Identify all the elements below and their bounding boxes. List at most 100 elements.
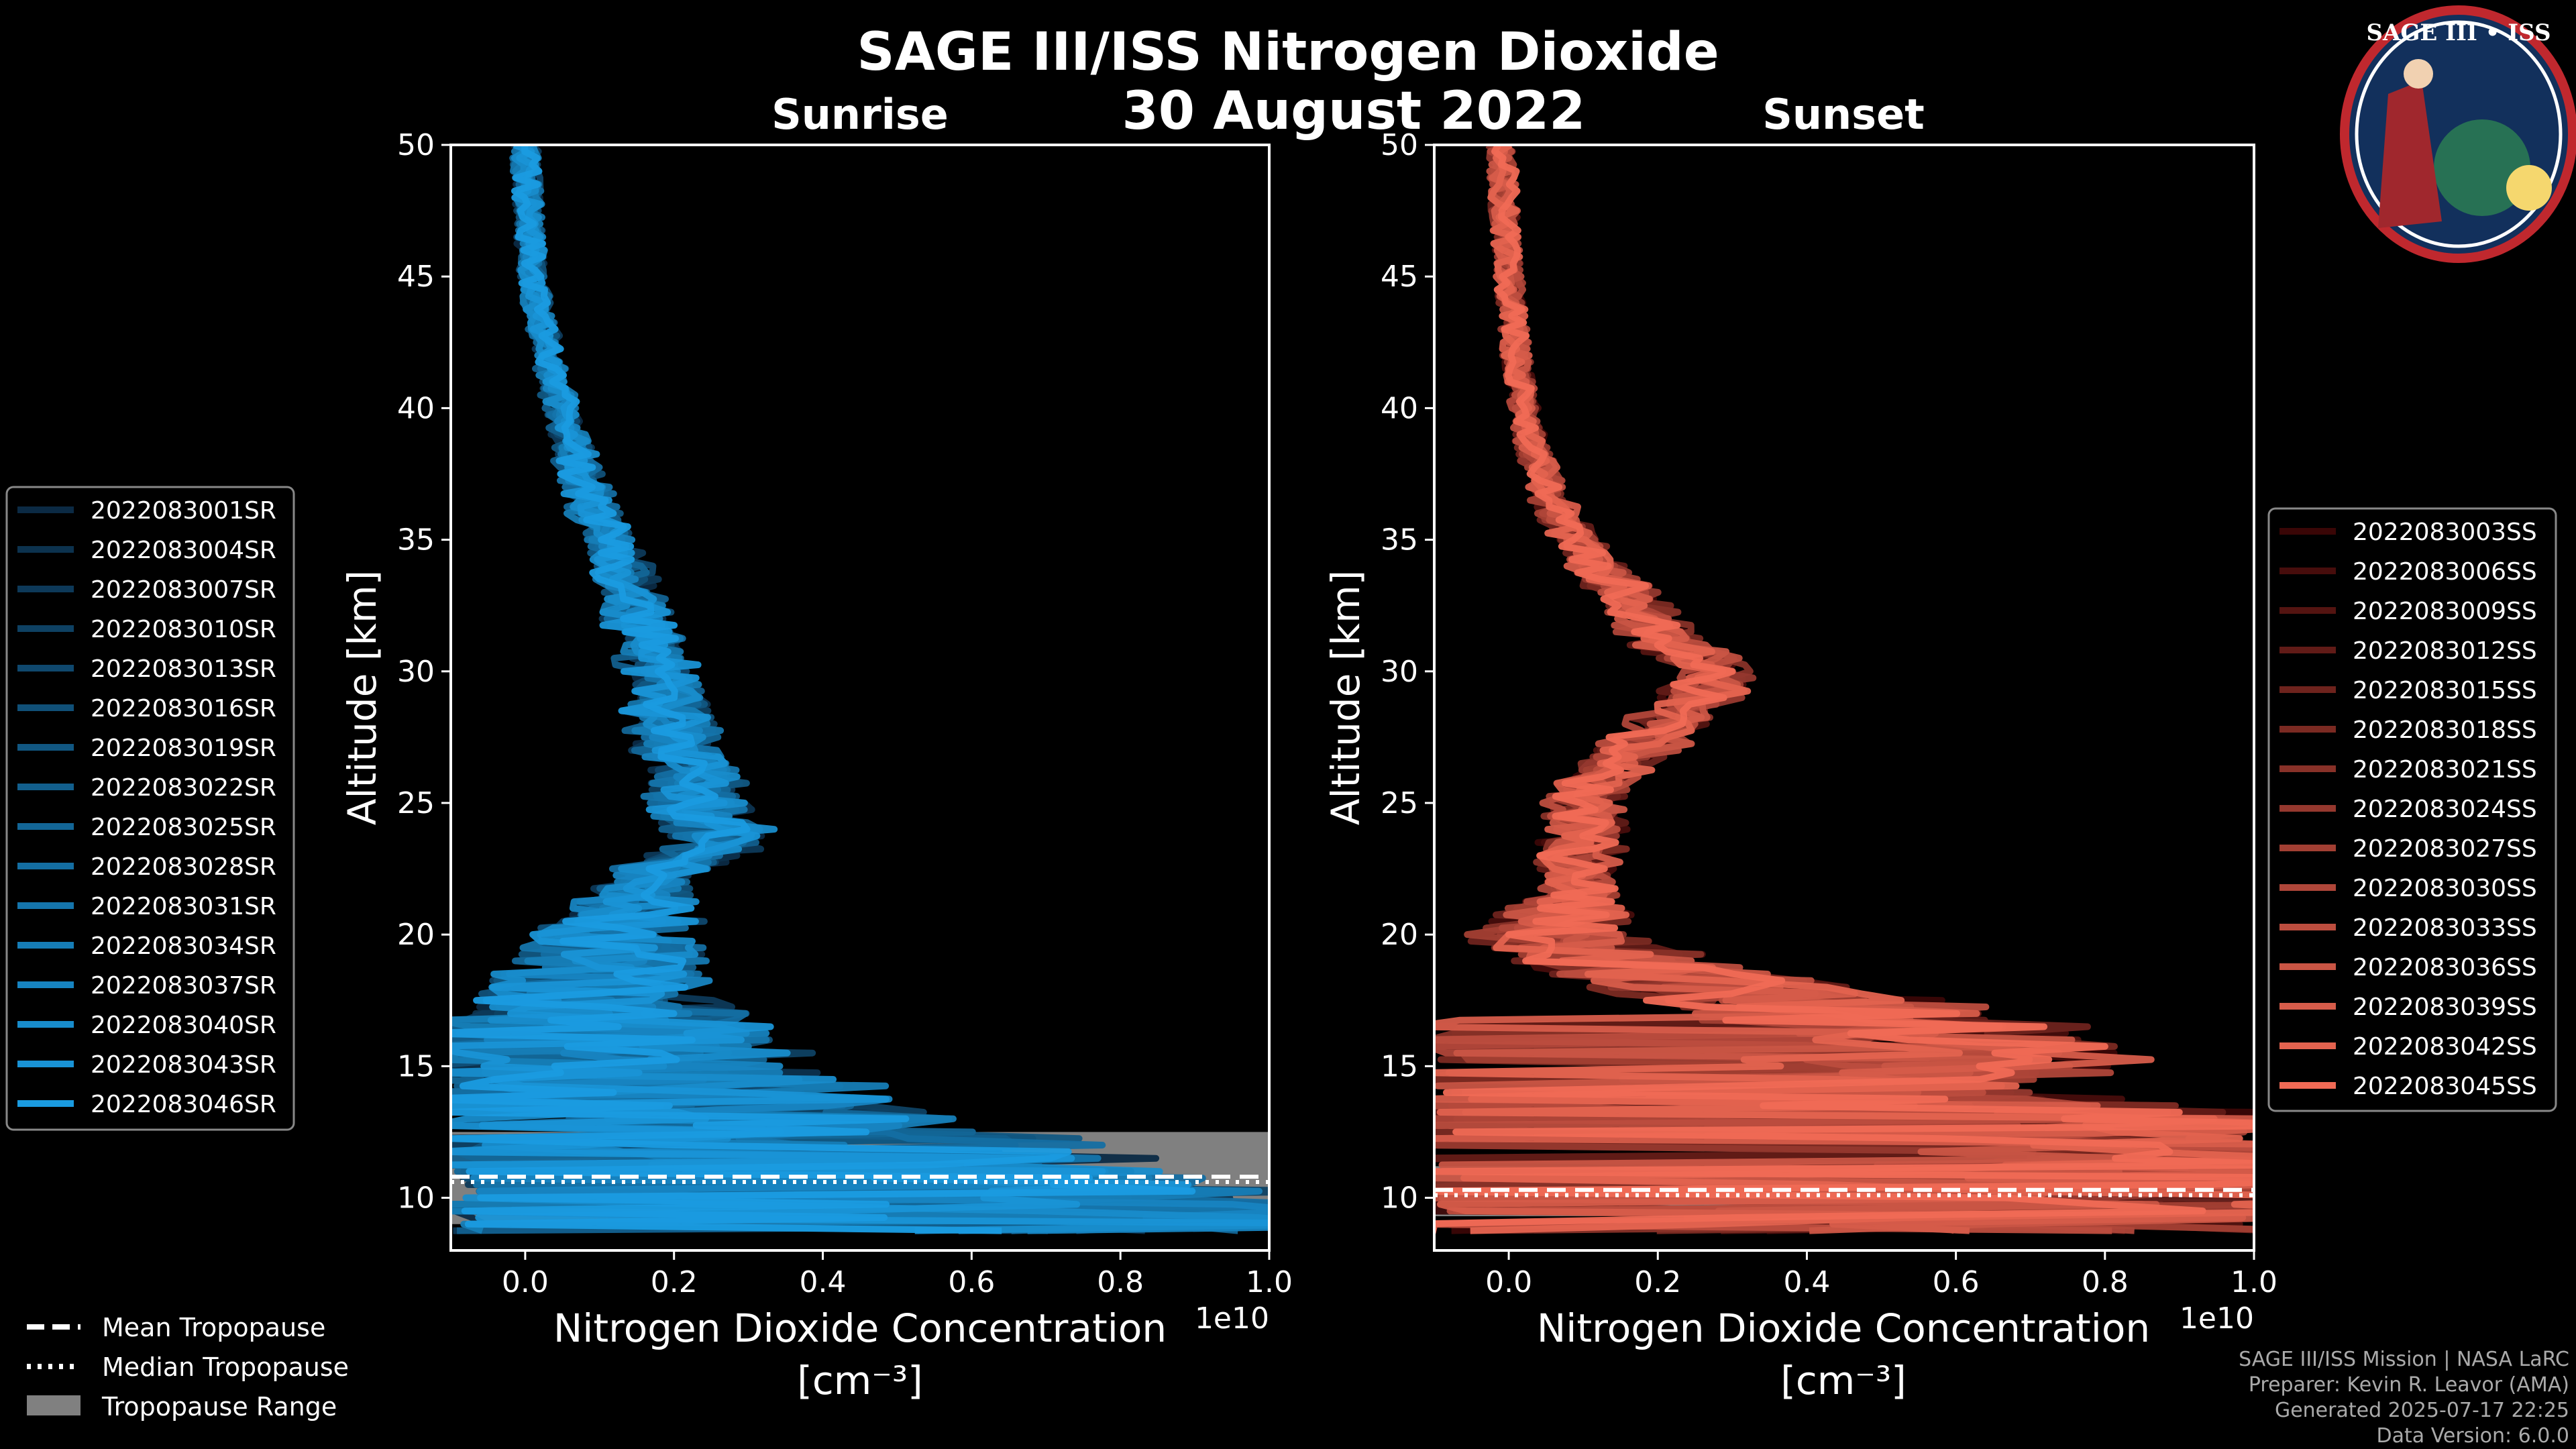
footer-line-2: Preparer: Kevin R. Leavor (AMA) [2249, 1373, 2569, 1397]
sunset-xtick-label: 0.0 [1485, 1265, 1532, 1299]
sunset-xlabel-units: [cm⁻³] [1780, 1358, 1907, 1403]
sunrise-profile-2022083046SR [451, 145, 1196, 1234]
sunrise-legend-label: 2022083040SR [91, 1012, 276, 1039]
sunset-xtick-label: 0.8 [2082, 1265, 2129, 1299]
sunset-ylabel: Altitude [km] [1323, 570, 1368, 825]
footer-line-4: Data Version: 6.0.0 [2377, 1424, 2569, 1448]
sunrise-ytick-label: 35 [397, 523, 435, 557]
sunset-xtick-label: 1.0 [2231, 1265, 2277, 1299]
sunrise-ylabel: Altitude [km] [339, 570, 385, 825]
sunset-ytick-label: 35 [1381, 523, 1418, 557]
sunset-axes: 0.0 0.2 0.4 0.6 0.8 1.0 10 15 20 25 30 35 40 45 50 [1381, 128, 2277, 1299]
sunset-legend-label: 2022083036SS [2353, 954, 2537, 981]
sunset-title: Sunset [1762, 90, 1925, 139]
sunrise-legend-label: 2022083004SR [91, 537, 276, 564]
sunset-legend-label: 2022083021SS [2353, 756, 2537, 784]
sunrise-legend-label: 2022083022SR [91, 774, 276, 802]
sunset-legend-label: 2022083006SS [2353, 558, 2537, 586]
sunrise-legend: 2022083001SR 2022083004SR 2022083007SR 2022… [5, 486, 295, 1131]
sunrise-ytick-label: 10 [397, 1181, 435, 1216]
tropopause-range-label: Tropopause Range [101, 1392, 337, 1421]
footer-line-1: SAGE III/ISS Mission | NASA LaRC [2239, 1348, 2569, 1371]
sunrise-legend-label: 2022083028SR [91, 853, 276, 881]
sunset-ytick-label: 30 [1381, 655, 1418, 689]
sunrise-legend-label: 2022083013SR [91, 655, 276, 683]
footer: SAGE III/ISS Mission | NASA LaRC Prepare… [2239, 1348, 2569, 1448]
sunrise-xlabel: Nitrogen Dioxide Concentration [553, 1305, 1167, 1351]
sunset-ytick-label: 40 [1381, 391, 1418, 425]
mission-patch-icon: SAGE III • ISS [2340, 5, 2576, 263]
sunrise-xtick-label: 0.0 [502, 1265, 549, 1299]
footer-line-3: Generated 2025-07-17 22:25 [2275, 1399, 2569, 1422]
sunrise-legend-label: 2022083016SR [91, 695, 276, 722]
median-tropopause-label: Median Tropopause [102, 1352, 349, 1382]
sunset-ytick-label: 50 [1381, 128, 1418, 162]
sunset-legend-label: 2022083003SS [2353, 519, 2537, 546]
sunset-xtick-label: 0.6 [1933, 1265, 1980, 1299]
sunrise-profile-2022083043SR [451, 145, 1269, 1226]
sunrise-panel: Sunrise 0.0 0.2 0.4 0.6 0.8 1.0 10 15 20 25 30 35 40… [339, 90, 1293, 1403]
sunrise-legend-label: 2022083010SR [91, 616, 276, 643]
figure-subtitle: 30 August 2022 [1122, 81, 1586, 142]
sunset-legend-label: 2022083042SS [2353, 1033, 2537, 1061]
sunrise-xlabel-units: [cm⁻³] [797, 1358, 923, 1403]
sunrise-legend-label: 2022083043SR [91, 1051, 276, 1079]
sunset-xlabel: Nitrogen Dioxide Concentration [1537, 1305, 2150, 1351]
logo-text: SAGE III • ISS [2366, 19, 2551, 46]
sunrise-legend-label: 2022083025SR [91, 814, 276, 841]
sunset-ytick-label: 10 [1381, 1181, 1418, 1216]
sunrise-xtick-label: 0.2 [651, 1265, 698, 1299]
mean-tropopause-label: Mean Tropopause [102, 1313, 325, 1342]
sunrise-legend-label: 2022083019SR [91, 735, 276, 762]
sunrise-legend-box [5, 486, 295, 1131]
sunrise-xtick-label: 0.4 [800, 1265, 847, 1299]
sunset-legend-label: 2022083033SS [2353, 914, 2537, 942]
sunrise-legend-label: 2022083034SR [91, 932, 276, 960]
sunrise-ytick-label: 20 [397, 918, 435, 952]
sunset-legend-label: 2022083012SS [2353, 637, 2537, 665]
sunset-ytick-label: 25 [1381, 786, 1418, 820]
sunrise-legend-label: 2022083046SR [91, 1091, 276, 1118]
sunset-ytick-label: 45 [1381, 260, 1418, 294]
sunset-legend-label: 2022083027SS [2353, 835, 2537, 863]
sunrise-plot-area [451, 145, 1269, 1234]
sunrise-legend-label: 2022083007SR [91, 576, 276, 604]
tropopause-range-swatch [27, 1395, 80, 1415]
sunset-x-offset: 1e10 [2180, 1301, 2254, 1336]
sunset-legend-box [2267, 507, 2557, 1112]
sunset-ytick-label: 20 [1381, 918, 1418, 952]
sunrise-xtick-label: 0.8 [1097, 1265, 1144, 1299]
sunset-panel: Sunset 0.0 0.2 0.4 0.6 0.8 1.0 10 15 20 25 30 35 40 4… [1323, 90, 2277, 1403]
sunset-ytick-label: 15 [1381, 1049, 1418, 1083]
sunrise-xtick-label: 0.6 [948, 1265, 995, 1299]
sunset-legend-label: 2022083024SS [2353, 796, 2537, 823]
sunrise-legend-label: 2022083031SR [91, 893, 276, 920]
sunset-legend-label: 2022083039SS [2353, 994, 2537, 1021]
sunset-legend-label: 2022083045SS [2353, 1073, 2537, 1100]
sunrise-ytick-label: 15 [397, 1049, 435, 1083]
sunrise-ytick-label: 50 [397, 128, 435, 162]
tropopause-legend: Mean Tropopause Median Tropopause Tropop… [27, 1313, 349, 1421]
sunset-legend-label: 2022083015SS [2353, 677, 2537, 704]
sunset-profile-2022083045SS [1434, 145, 2254, 1234]
figure-title: SAGE III/ISS Nitrogen Dioxide [857, 22, 1719, 83]
sunset-legend-label: 2022083009SS [2353, 598, 2537, 625]
sunset-legend-label: 2022083030SS [2353, 875, 2537, 902]
sunrise-title: Sunrise [771, 90, 949, 139]
sunset-legend-label: 2022083018SS [2353, 716, 2537, 744]
sunrise-ytick-label: 45 [397, 260, 435, 294]
sunrise-legend-label: 2022083037SR [91, 972, 276, 1000]
sunrise-ytick-label: 40 [397, 391, 435, 425]
sunrise-axes: 0.0 0.2 0.4 0.6 0.8 1.0 10 15 20 25 30 35 40 45 50 [397, 128, 1293, 1299]
sunset-plot-area [1434, 145, 2254, 1234]
sunset-xtick-label: 0.4 [1783, 1265, 1830, 1299]
sunrise-xtick-label: 1.0 [1246, 1265, 1293, 1299]
sunrise-axes-frame [449, 144, 1271, 1252]
sunrise-ytick-label: 25 [397, 786, 435, 820]
sunrise-x-offset: 1e10 [1195, 1301, 1269, 1336]
sunset-legend: 2022083003SS 2022083006SS 2022083009SS 2022… [2267, 507, 2557, 1112]
sunrise-profile-2022083040SR [451, 145, 1269, 1234]
sunset-axes-frame [1433, 144, 2255, 1252]
sunrise-ytick-label: 30 [397, 655, 435, 689]
